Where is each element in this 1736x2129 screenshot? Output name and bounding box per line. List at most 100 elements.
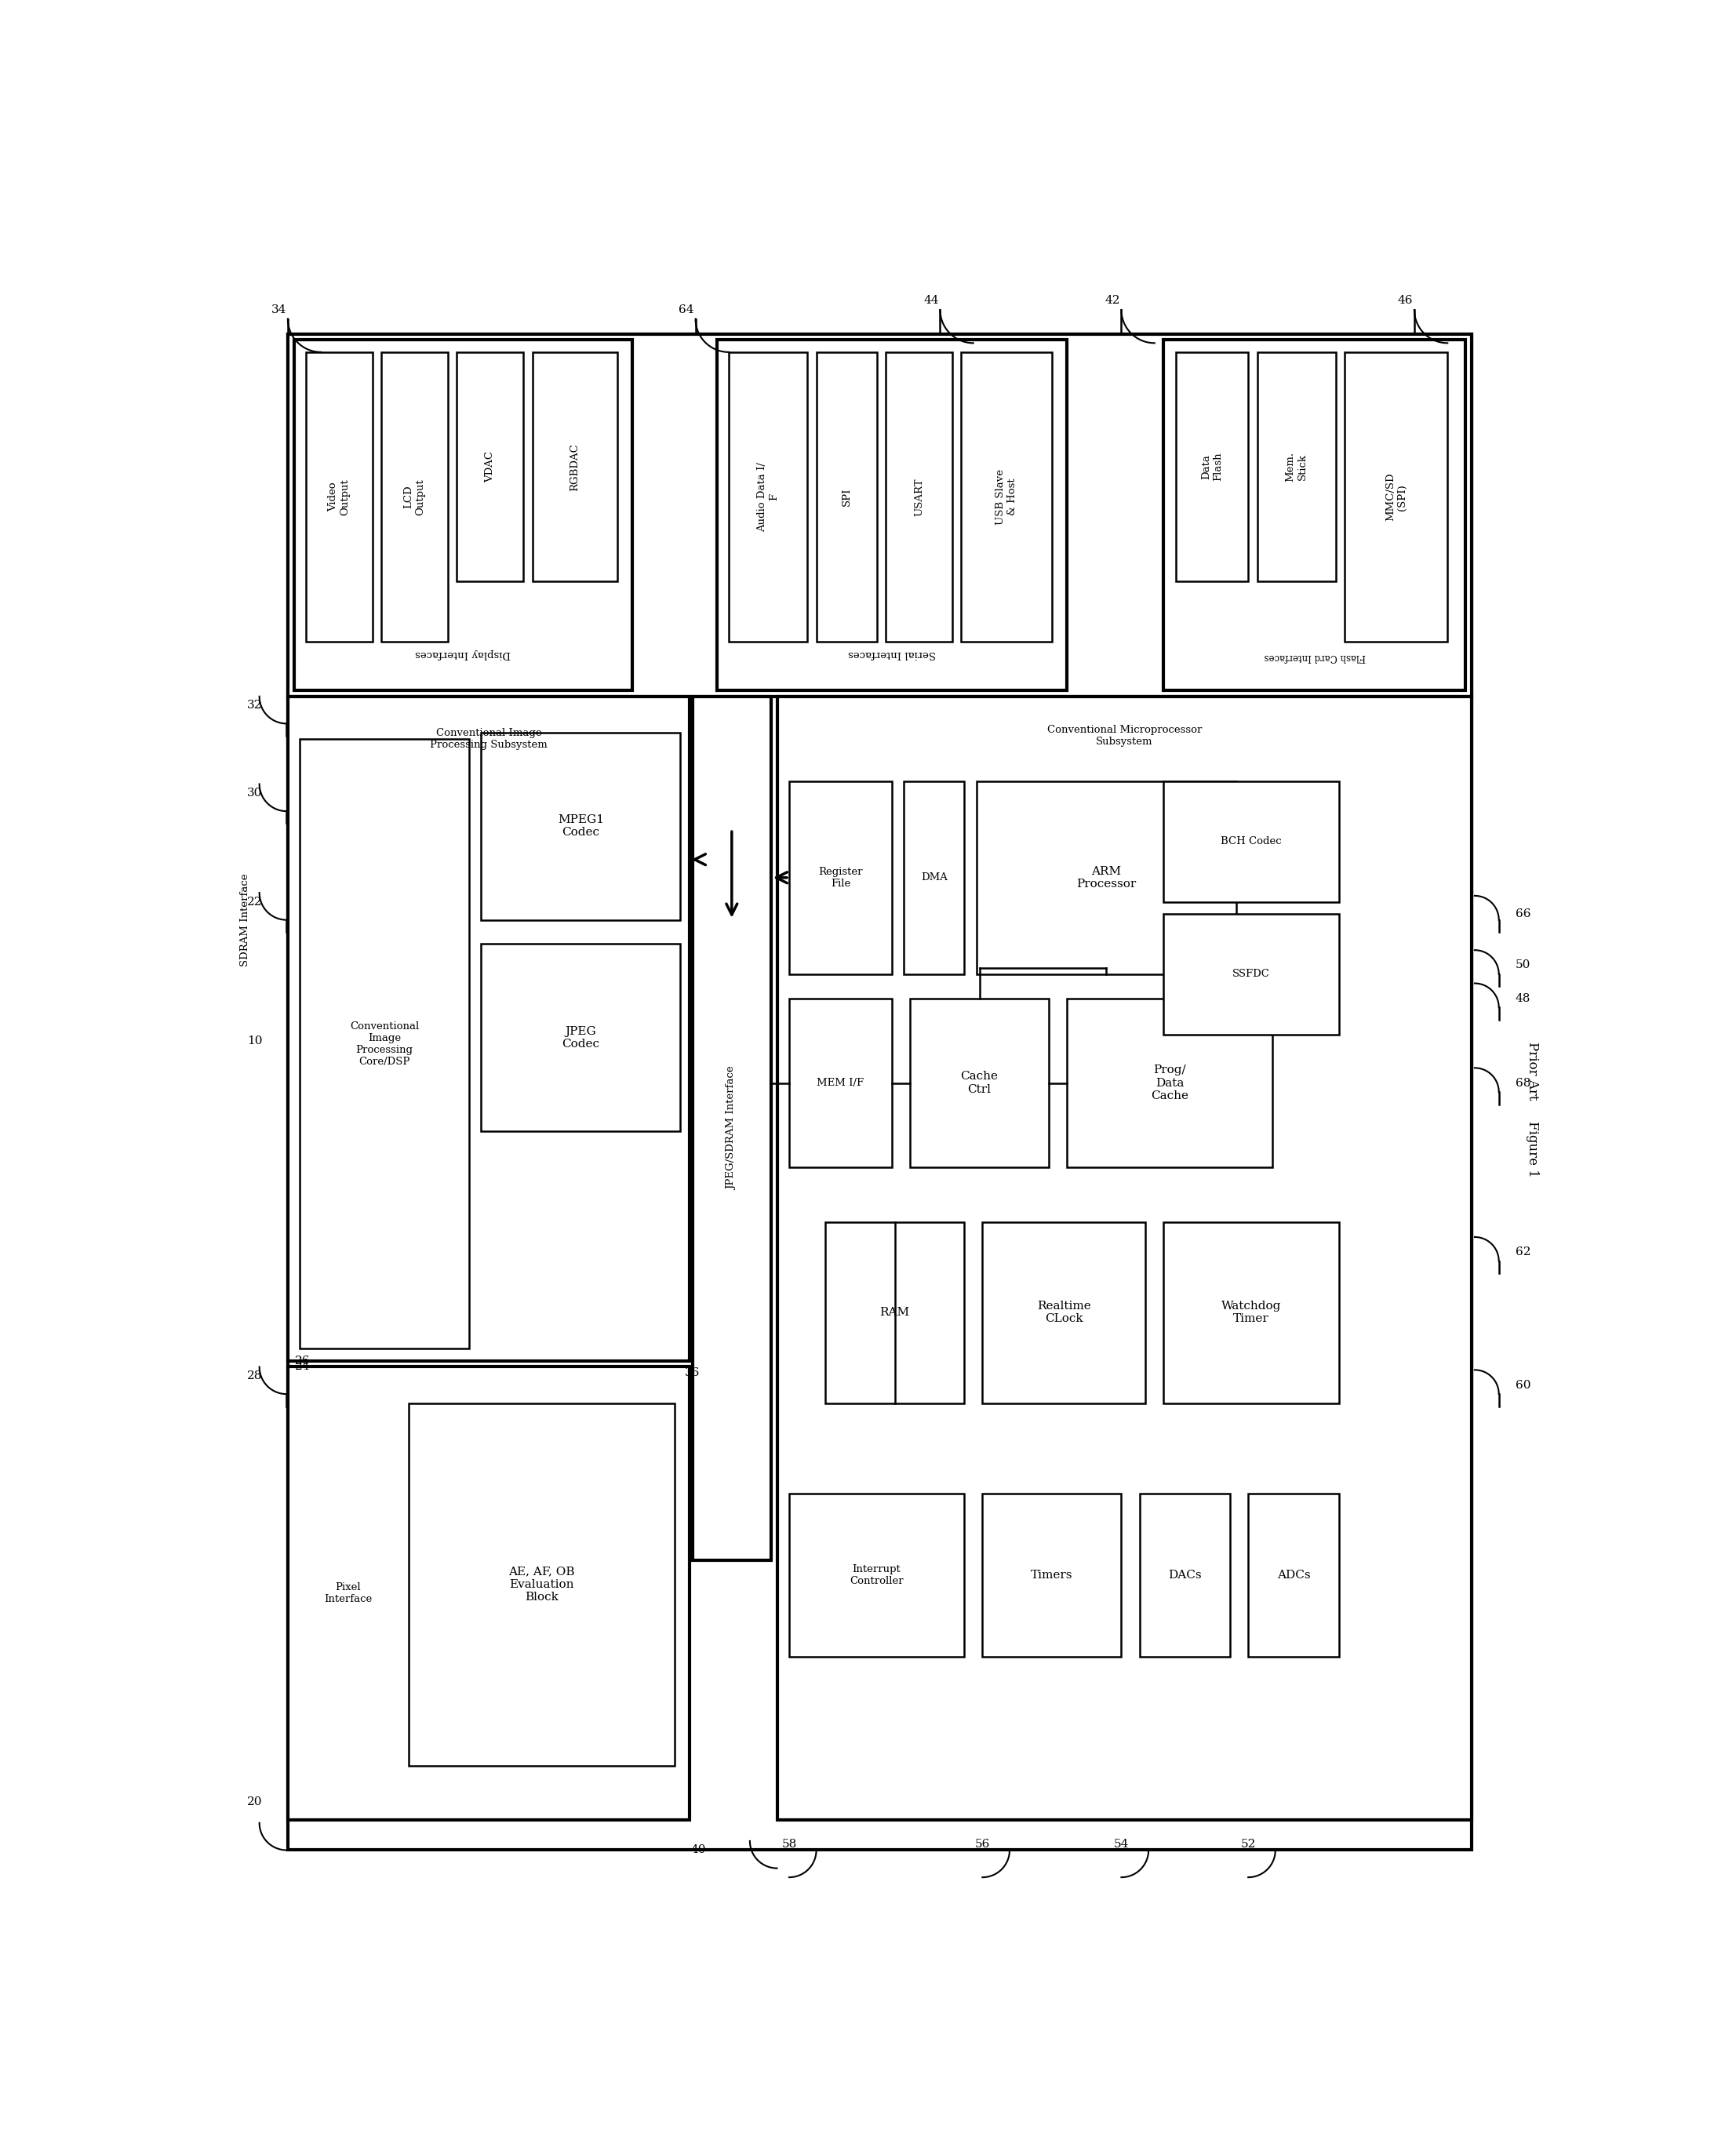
Bar: [288, 334, 1472, 1850]
Bar: [1248, 1495, 1338, 1656]
Text: Conventional
Image
Processing
Core/DSP: Conventional Image Processing Core/DSP: [351, 1022, 418, 1067]
Bar: [778, 696, 1472, 1820]
Bar: [983, 1495, 1121, 1656]
Text: Display Interfaces: Display Interfaces: [415, 649, 510, 660]
Text: Register
File: Register File: [818, 867, 863, 888]
Text: 30: 30: [247, 788, 262, 798]
Bar: [293, 341, 632, 690]
Text: 66: 66: [1516, 909, 1531, 920]
Bar: [962, 351, 1052, 643]
Text: 28: 28: [247, 1371, 262, 1382]
Bar: [408, 1403, 674, 1765]
Bar: [1257, 351, 1335, 581]
Text: 10: 10: [247, 1035, 262, 1045]
Bar: [790, 999, 892, 1167]
Text: 54: 54: [1115, 1839, 1128, 1850]
Text: 44: 44: [924, 296, 939, 307]
Text: 48: 48: [1516, 992, 1531, 1005]
Text: Pixel
Interface: Pixel Interface: [325, 1582, 372, 1605]
Bar: [1163, 1222, 1338, 1403]
Bar: [1175, 351, 1248, 581]
Text: Prior Art: Prior Art: [1526, 1041, 1538, 1101]
Text: ARM
Processor: ARM Processor: [1076, 867, 1135, 890]
Text: Flash Card Interfaces: Flash Card Interfaces: [1264, 651, 1366, 662]
Bar: [904, 781, 963, 975]
Text: ADCs: ADCs: [1276, 1569, 1311, 1580]
Bar: [1068, 999, 1272, 1167]
Text: Audio Data I/
F: Audio Data I/ F: [757, 462, 779, 532]
Bar: [825, 1222, 963, 1403]
Text: 64: 64: [679, 304, 694, 315]
Text: Serial Interfaces: Serial Interfaces: [847, 649, 936, 660]
Text: 20: 20: [247, 1797, 262, 1808]
Text: USART: USART: [913, 479, 924, 515]
Text: 62: 62: [1516, 1248, 1531, 1258]
Text: 26: 26: [295, 1356, 311, 1367]
Text: Mem.
Stick: Mem. Stick: [1286, 451, 1307, 481]
Bar: [790, 1495, 963, 1656]
Text: 46: 46: [1397, 296, 1413, 307]
Bar: [1345, 351, 1448, 643]
Text: DACs: DACs: [1168, 1569, 1201, 1580]
Bar: [976, 781, 1236, 975]
Text: 22: 22: [247, 896, 262, 907]
Text: USB Slave
& Host: USB Slave & Host: [996, 468, 1017, 526]
Bar: [533, 351, 616, 581]
Text: 52: 52: [1241, 1839, 1255, 1850]
Text: MPEG1
Codec: MPEG1 Codec: [557, 815, 604, 839]
Bar: [288, 334, 1472, 696]
Bar: [1139, 1495, 1231, 1656]
Text: 36: 36: [686, 1367, 700, 1377]
Text: Video
Output: Video Output: [328, 479, 351, 515]
Text: Conventional Microprocessor
Subsystem: Conventional Microprocessor Subsystem: [1047, 724, 1201, 747]
Text: 34: 34: [271, 304, 286, 315]
Text: Watchdog
Timer: Watchdog Timer: [1220, 1301, 1281, 1324]
Bar: [790, 781, 892, 975]
Text: 40: 40: [691, 1844, 707, 1856]
Bar: [457, 351, 523, 581]
Text: BCH Codec: BCH Codec: [1220, 837, 1281, 847]
Bar: [1163, 781, 1338, 903]
Bar: [288, 696, 689, 1360]
Text: 68: 68: [1516, 1077, 1531, 1088]
Text: LCD
Output: LCD Output: [404, 479, 425, 515]
Bar: [983, 1222, 1146, 1403]
Text: AE, AF, OB
Evaluation
Block: AE, AF, OB Evaluation Block: [509, 1567, 575, 1603]
Text: 42: 42: [1104, 296, 1120, 307]
Bar: [288, 1367, 689, 1820]
Text: MEM I/F: MEM I/F: [818, 1077, 865, 1088]
Text: VDAC: VDAC: [484, 451, 495, 483]
Text: Interrupt
Controller: Interrupt Controller: [851, 1565, 904, 1586]
Text: SSFDC: SSFDC: [1233, 969, 1271, 979]
Bar: [729, 351, 807, 643]
Text: Cache
Ctrl: Cache Ctrl: [960, 1071, 998, 1094]
Bar: [1163, 913, 1338, 1035]
Bar: [816, 351, 877, 643]
Text: DMA: DMA: [920, 873, 948, 884]
Bar: [300, 739, 469, 1350]
Text: Conventional Image
Processing Subsystem: Conventional Image Processing Subsystem: [431, 728, 547, 749]
Bar: [693, 696, 771, 1561]
Bar: [910, 999, 1049, 1167]
Bar: [885, 351, 953, 643]
Text: Figure 1: Figure 1: [1526, 1122, 1538, 1177]
Text: RGBDAC: RGBDAC: [569, 443, 580, 490]
Text: SPI: SPI: [842, 488, 852, 507]
Bar: [306, 351, 372, 643]
Text: JPEG
Codec: JPEG Codec: [562, 1026, 599, 1050]
Text: 50: 50: [1516, 960, 1531, 971]
Text: 60: 60: [1516, 1380, 1531, 1390]
Text: SDRAM Interface: SDRAM Interface: [240, 873, 250, 967]
Bar: [717, 341, 1068, 690]
Text: 32: 32: [247, 700, 262, 711]
Bar: [382, 351, 448, 643]
Text: 56: 56: [976, 1839, 990, 1850]
Text: MMC/SD
(SPI): MMC/SD (SPI): [1385, 473, 1408, 522]
Text: Data
Flash: Data Flash: [1201, 453, 1222, 481]
Text: JPEG/SDRAM Interface: JPEG/SDRAM Interface: [727, 1067, 736, 1190]
Bar: [1163, 341, 1465, 690]
Bar: [481, 943, 681, 1130]
Text: Timers: Timers: [1031, 1569, 1073, 1580]
Text: Realtime
CLock: Realtime CLock: [1036, 1301, 1090, 1324]
Text: 58: 58: [781, 1839, 797, 1850]
